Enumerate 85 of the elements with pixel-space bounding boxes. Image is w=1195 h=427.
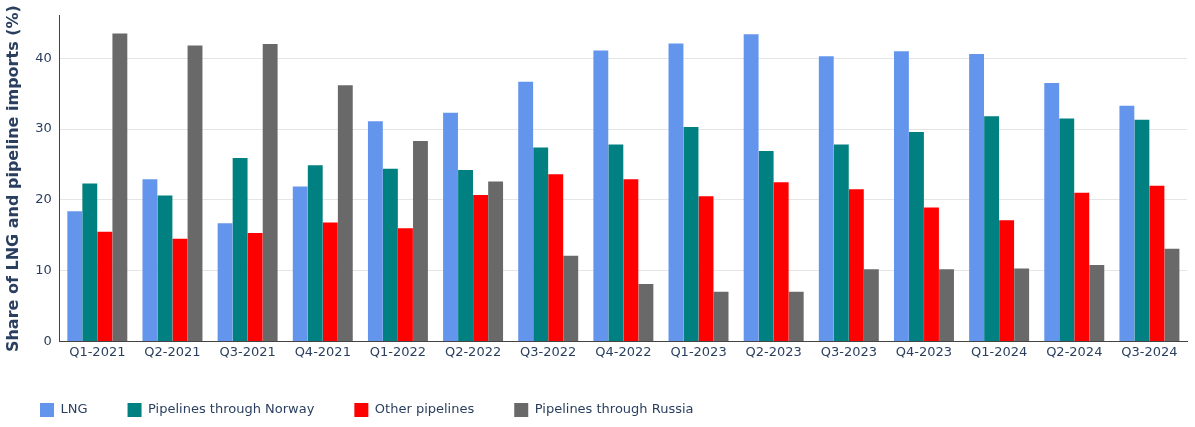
bar [893,51,909,341]
x-tick-label: Q1-2021 [69,343,126,359]
bar [247,233,263,341]
bar [1059,118,1075,341]
legend-label: Pipelines through Russia [534,401,694,417]
bar [1014,268,1030,341]
x-tick-label: Q3-2022 [520,343,577,359]
bar [82,183,98,341]
bar [984,116,1000,341]
x-tick-label: Q2-2022 [444,343,502,359]
bar [924,207,939,341]
x-tick-label: Q3-2024 [1121,343,1178,359]
y-axis-title: Share of LNG and pipeline imports (%) [2,5,22,353]
bar [788,291,804,341]
bar [157,195,173,341]
bar [683,126,699,341]
bar [1044,83,1060,341]
bar [863,269,879,341]
bar [939,269,954,341]
bar [1119,105,1135,341]
legend-label: Pipelines through Norway [148,401,315,417]
x-tick-label: Q4-2023 [895,343,953,359]
bar [773,182,789,341]
bar [668,43,684,341]
bar [187,45,203,341]
bar [142,179,158,341]
bar [743,34,759,341]
bar [292,186,308,341]
bar [232,158,248,341]
x-tick-label: Q1-2024 [970,343,1028,359]
bar [67,211,83,341]
bar [969,54,985,341]
bar [307,165,323,341]
bar [413,141,428,341]
y-tick-label: 30 [35,120,52,136]
bar [909,131,924,341]
bar [518,81,534,341]
bar [548,174,564,341]
bar [623,179,639,341]
bar [758,151,774,341]
bar [367,121,383,341]
x-tick-label: Q4-2022 [595,343,652,359]
bar [818,56,834,341]
x-tick-label: Q2-2024 [1046,343,1103,359]
bar [398,228,413,341]
bar [262,44,278,341]
bar [593,50,609,341]
bar [217,223,233,341]
bar [698,196,714,341]
x-tick-label: Q3-2021 [219,343,276,359]
bar [458,170,473,341]
y-tick-label: 20 [35,191,52,207]
bar [112,33,128,341]
legend-label: LNG [60,401,88,417]
bar [337,85,353,341]
x-tick-label: Q1-2022 [369,343,427,359]
bar [1164,248,1180,341]
bar [322,222,338,341]
bar [1149,185,1165,341]
bar [97,231,113,341]
bar [443,112,458,341]
bar [1074,192,1090,341]
y-tick-label: 0 [43,332,52,348]
y-tick-label: 10 [35,261,52,277]
bar [833,144,849,341]
bar [638,284,654,341]
x-tick-label: Q3-2023 [820,343,877,359]
bar [473,194,489,341]
bar [382,168,398,341]
bar [1134,119,1150,341]
bar [533,147,549,341]
bar [848,189,864,341]
legend-label: Other pipelines [374,401,475,417]
y-tick-label: 40 [35,49,52,65]
x-tick-label: Q1-2023 [670,343,727,359]
x-tick-label: Q2-2021 [144,343,201,359]
bar [999,220,1015,341]
bar [713,291,729,341]
bar [172,238,188,341]
bar [563,255,579,341]
x-tick-label: Q2-2023 [745,343,802,359]
bar [608,144,624,341]
bar [1089,264,1105,341]
bar [488,181,504,341]
x-tick-label: Q4-2021 [294,343,351,359]
